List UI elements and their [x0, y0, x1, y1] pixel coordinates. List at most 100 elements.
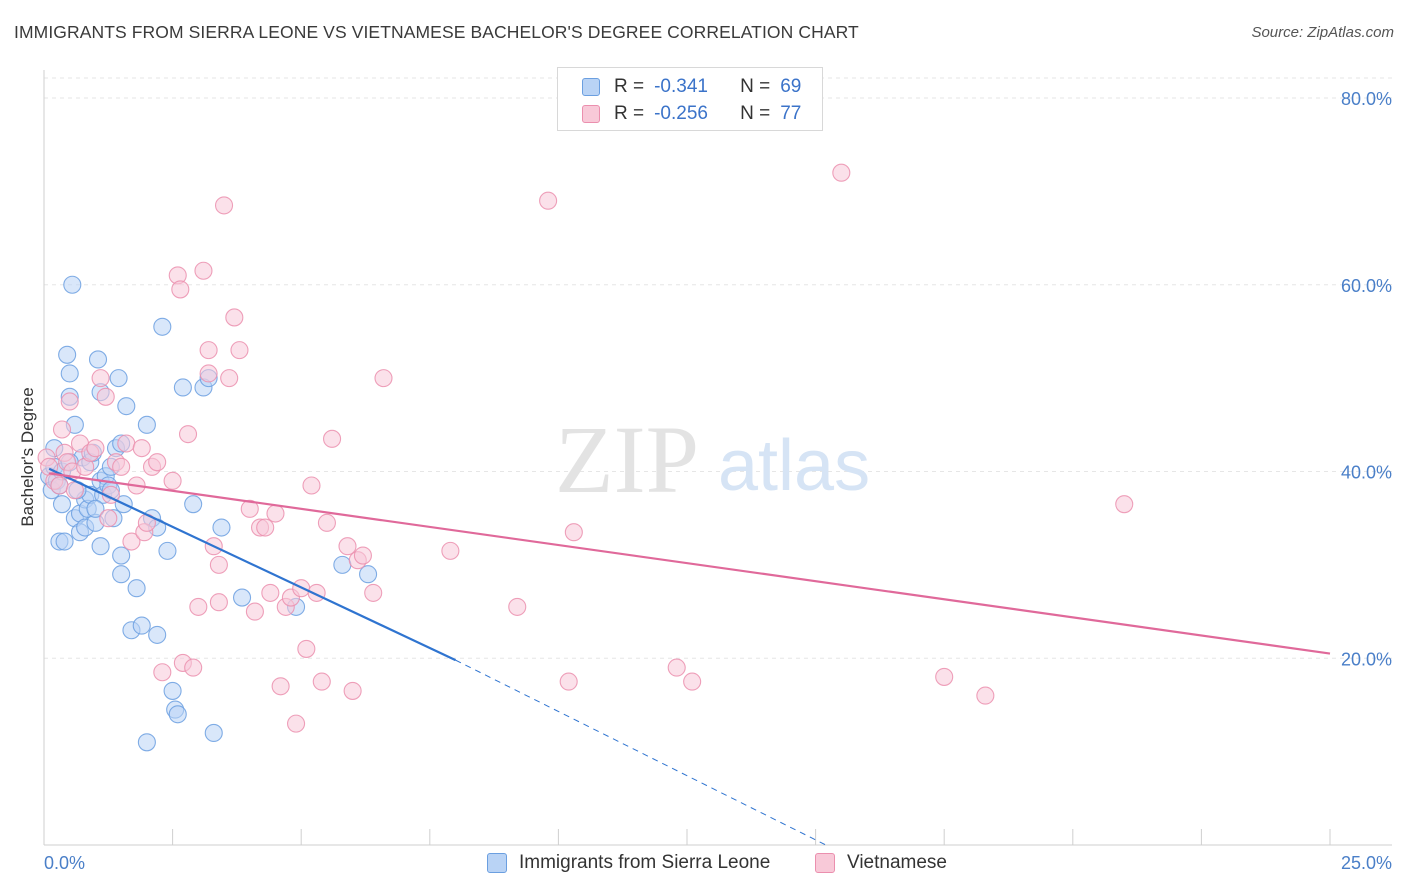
vietnamese-point	[338, 537, 357, 556]
vietnamese-point	[184, 658, 203, 677]
y-tick-label: 40.0%	[1341, 463, 1392, 483]
sierra-leone-point	[55, 532, 74, 551]
series-legend: Immigrants from Sierra Leone Vietnamese	[0, 852, 1406, 878]
vietnamese-point	[230, 341, 249, 360]
sierra-leone-point	[109, 369, 128, 388]
sierra-leone-point	[132, 616, 151, 635]
watermark-zip: ZIP	[555, 406, 699, 513]
vietnamese-point	[317, 513, 336, 532]
vietnamese-point	[240, 499, 259, 518]
sierra-leone-point	[91, 537, 110, 556]
y-tick-label: 80.0%	[1341, 89, 1392, 109]
legend-swatch-pink	[815, 853, 835, 873]
vietnamese-point	[564, 523, 583, 542]
sierra-leone-point	[359, 565, 378, 584]
vietnamese-point	[441, 541, 460, 560]
vietnamese-point	[297, 639, 316, 658]
sierra-leone-point	[86, 499, 105, 518]
vietnamese-point	[199, 364, 218, 383]
vietnamese-point	[171, 280, 190, 299]
vietnamese-point	[364, 583, 383, 602]
series-vietnamese-points	[37, 163, 1134, 733]
trend-lines	[48, 467, 1331, 846]
vietnamese-point	[245, 602, 264, 621]
legend-n-label: N =	[740, 103, 771, 124]
vietnamese-point	[266, 504, 285, 523]
vietnamese-point	[256, 518, 275, 537]
chart-title: IMMIGRANTS FROM SIERRA LEONE VS VIETNAME…	[14, 22, 859, 42]
legend-item-sierra-leone[interactable]: Immigrants from Sierra Leone	[487, 852, 770, 874]
sierra-leone-trend-line	[48, 467, 456, 662]
vietnamese-point	[508, 597, 527, 616]
sierra-leone-point	[112, 565, 131, 584]
tick-labels: 20.0% 40.0% 60.0% 80.0% 0.0% 25.0%	[44, 89, 1392, 873]
legend-row-vietnamese: R = -0.256 N = 77	[582, 102, 801, 126]
vietnamese-point	[86, 439, 105, 458]
gridlines	[44, 77, 1392, 659]
vietnamese-point	[287, 714, 306, 733]
vietnamese-point	[132, 439, 151, 458]
vietnamese-point	[117, 434, 136, 453]
vietnamese-point	[209, 555, 228, 574]
vietnamese-point	[163, 471, 182, 490]
x-tick-label: 25.0%	[1341, 853, 1392, 873]
legend-r-label: R =	[614, 76, 645, 97]
sierra-leone-point	[204, 723, 223, 743]
sierra-leone-point	[137, 733, 156, 752]
vietnamese-point	[50, 476, 69, 495]
vietnamese-point	[343, 681, 362, 700]
vietnamese-point	[209, 593, 228, 612]
source-credit: Source: ZipAtlas.com	[1251, 24, 1394, 41]
legend-item-vietnamese[interactable]: Vietnamese	[815, 852, 947, 874]
sierra-leone-point	[117, 397, 136, 416]
legend-swatch-blue	[582, 78, 600, 96]
vietnamese-point	[214, 196, 234, 215]
vietnamese-point	[353, 546, 372, 565]
sierra-leone-point	[212, 518, 231, 537]
vietnamese-point	[189, 597, 208, 616]
legend-swatch-pink	[582, 105, 600, 123]
vietnamese-trend-line	[48, 472, 1331, 655]
vietnamese-point	[271, 677, 290, 696]
legend-n-value: 69	[780, 76, 802, 97]
sierra-leone-trend-extension	[455, 659, 827, 846]
sierra-leone-point	[158, 541, 177, 560]
legend-label: Vietnamese	[847, 852, 947, 873]
vietnamese-point	[559, 672, 578, 691]
sierra-leone-point	[168, 705, 187, 724]
vietnamese-point	[153, 663, 172, 682]
sierra-leone-point	[88, 350, 108, 369]
legend-r-value: -0.256	[654, 103, 708, 124]
sierra-leone-point	[153, 317, 172, 336]
watermark: ZIP atlas	[555, 406, 870, 513]
sierra-leone-point	[184, 495, 203, 514]
vietnamese-point	[374, 369, 393, 388]
vietnamese-point	[667, 658, 686, 677]
sierra-leone-point	[232, 588, 252, 607]
sierra-leone-point	[148, 625, 167, 644]
vietnamese-point	[91, 369, 110, 388]
vietnamese-point	[1115, 495, 1134, 514]
sierra-leone-point	[333, 555, 352, 574]
legend-swatch-blue	[487, 853, 507, 873]
y-tick-label: 60.0%	[1341, 276, 1392, 296]
sierra-leone-point	[127, 579, 146, 598]
sierra-leone-point	[163, 681, 182, 700]
vietnamese-point	[178, 425, 198, 444]
vietnamese-point	[60, 392, 79, 411]
x-tick-label: 0.0%	[44, 853, 85, 873]
legend-n-label: N =	[740, 76, 771, 97]
vietnamese-point	[99, 509, 118, 528]
vietnamese-point	[96, 387, 115, 406]
vietnamese-point	[261, 583, 280, 602]
vietnamese-point	[52, 420, 72, 439]
legend-label: Immigrants from Sierra Leone	[519, 852, 771, 873]
vietnamese-point	[323, 429, 342, 448]
sierra-leone-point	[173, 378, 192, 397]
legend-r-label: R =	[614, 103, 645, 124]
vietnamese-point	[832, 163, 851, 182]
sierra-leone-point	[52, 495, 72, 514]
sierra-leone-point	[137, 415, 156, 434]
vietnamese-point	[225, 308, 244, 327]
vietnamese-point	[976, 686, 995, 705]
